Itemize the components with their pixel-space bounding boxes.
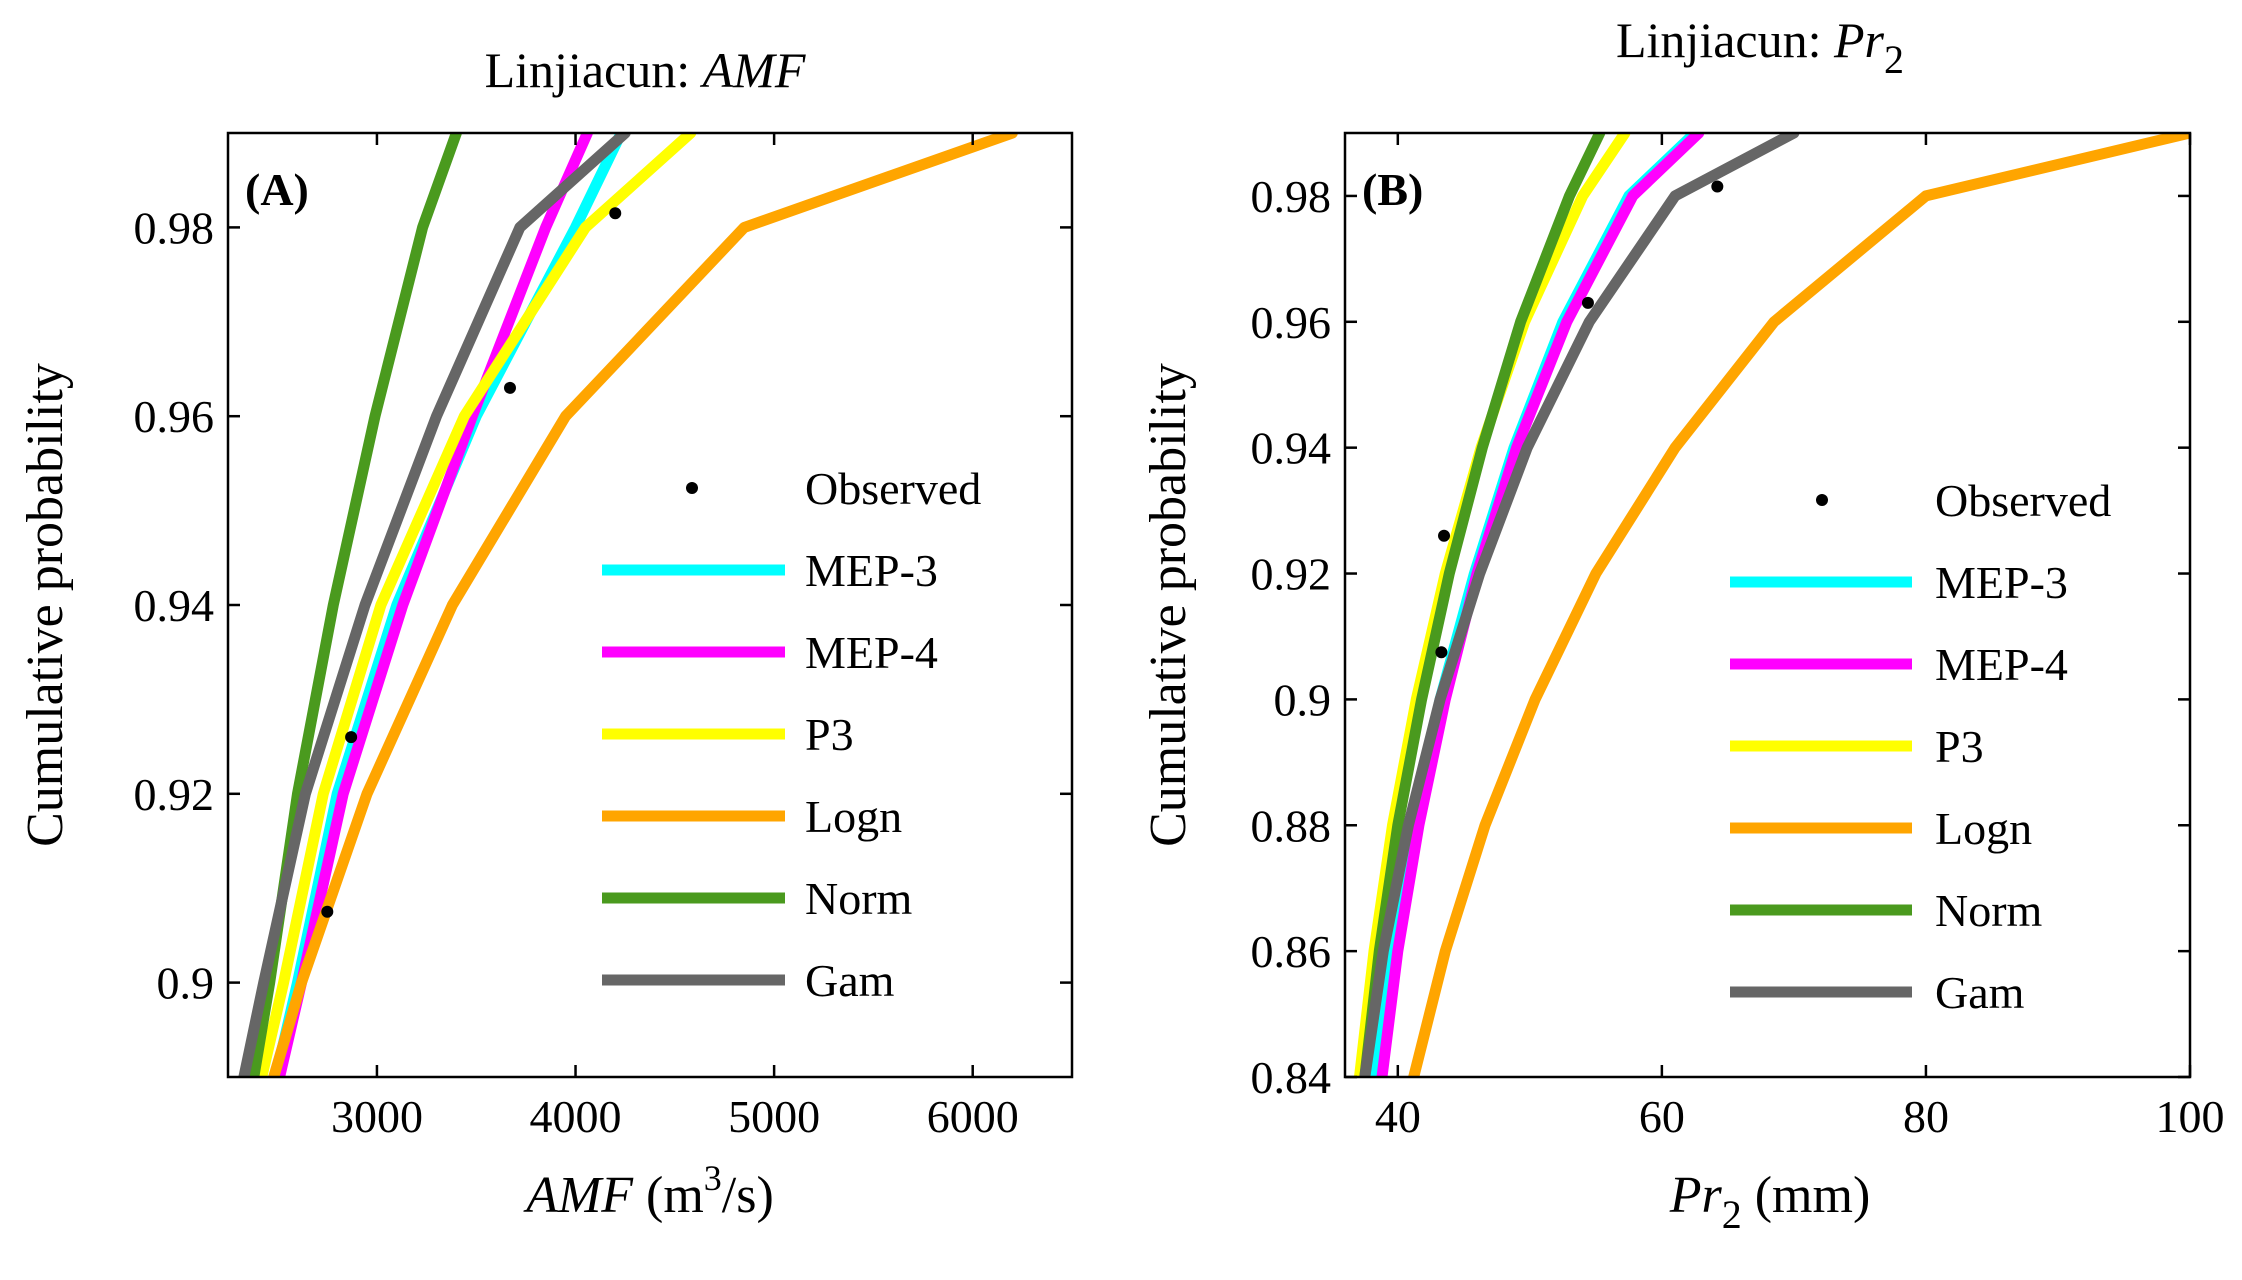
legend-label-logn: Logn: [1935, 803, 2032, 854]
observed-points: [321, 207, 622, 918]
chart-title: Linjiacun: Pr2: [1616, 12, 1904, 82]
y-axis-label: Cumulative probability: [17, 363, 74, 847]
axes-box: [1343, 131, 2192, 1079]
legend: Observed MEP-3 MEP-4 P3 Logn Norm Gam: [1730, 475, 2111, 1018]
x-tick-label: 60: [1639, 1091, 1685, 1142]
legend-label-gam: Gam: [805, 955, 895, 1006]
legend-marker-observed: [686, 482, 698, 494]
title-subscript: 2: [1884, 37, 1904, 82]
y-tick-label: 0.96: [1251, 297, 1332, 348]
x-label-superscript: 3: [704, 1158, 722, 1198]
y-tick-label: 0.92: [1251, 549, 1332, 600]
legend-label-mep-3: MEP-3: [1935, 557, 2068, 608]
x-tick-label: 80: [1903, 1091, 1949, 1142]
chart-title: Linjiacun: AMF: [485, 42, 806, 98]
legend-label-norm: Norm: [805, 873, 913, 924]
y-tick-label: 0.84: [1251, 1052, 1332, 1103]
panel-a: 3000 4000 5000 6000 0.9 0.92 0.94 0.96 0.98 (A) Li…: [17, 42, 1074, 1224]
series-line-gam: [1359, 133, 1800, 1077]
series-line-logn: [268, 133, 1018, 1077]
y-tick-label: 0.94: [1251, 423, 1332, 474]
y-tick-label: 0.96: [134, 391, 215, 442]
title-text: Linjiacun:: [1616, 12, 1834, 68]
panel-label: (B): [1362, 164, 1423, 215]
title-variable: Pr: [1833, 12, 1885, 68]
series-line-norm: [1359, 133, 1606, 1077]
series-line-mep-4: [274, 133, 593, 1077]
legend-label-p3: P3: [1935, 721, 1984, 772]
y-tick-label: 0.98: [134, 202, 215, 253]
y-tick-label: 0.9: [1274, 674, 1332, 725]
panel-b: 40 60 80 100 0.84 0.86 0.88 0.9 0.92 0.94 0.96 0.98…: [1140, 12, 2225, 1237]
x-label-variable: AMF: [523, 1167, 634, 1224]
panel-label: (A): [245, 164, 309, 215]
y-tick-label: 0.88: [1251, 800, 1332, 851]
observed-points: [1435, 180, 1724, 659]
x-tick-label: 4000: [530, 1091, 622, 1142]
title-text: Linjiacun:: [485, 42, 703, 98]
y-axis-label: Cumulative probability: [1140, 363, 1197, 847]
observed-point: [1711, 180, 1724, 193]
observed-point: [321, 905, 334, 918]
curves: [1354, 133, 2190, 1077]
x-label-variable: Pr: [1669, 1167, 1723, 1224]
axes-box: [226, 131, 1074, 1079]
x-tick-label: 40: [1375, 1091, 1421, 1142]
legend-label-mep-4: MEP-4: [1935, 639, 2068, 690]
legend-label-mep-4: MEP-4: [805, 627, 938, 678]
x-label-subscript: 2: [1722, 1192, 1742, 1237]
x-label-unit-end: /s): [722, 1167, 774, 1224]
legend: Observed MEP-3 MEP-4 P3 Logn Norm Gam: [602, 463, 981, 1006]
series-line-norm: [248, 133, 462, 1077]
legend-label-logn: Logn: [805, 791, 902, 842]
legend-label-observed: Observed: [805, 463, 981, 514]
curves: [238, 133, 1018, 1077]
series-line-p3: [256, 133, 697, 1077]
legend-label-mep-3: MEP-3: [805, 545, 938, 596]
observed-point: [1581, 296, 1594, 309]
y-tick-label: 0.9: [157, 958, 215, 1009]
legend-label-gam: Gam: [1935, 967, 2025, 1018]
legend-marker-observed: [1816, 494, 1828, 506]
x-tick-label: 6000: [927, 1091, 1019, 1142]
observed-point: [1438, 529, 1451, 542]
legend-label-p3: P3: [805, 709, 854, 760]
y-tick-label: 0.92: [134, 769, 215, 820]
observed-point: [609, 207, 622, 220]
observed-point: [503, 381, 516, 394]
title-variable: AMF: [700, 42, 806, 98]
y-tick-label: 0.94: [134, 580, 215, 631]
legend-label-observed: Observed: [1935, 475, 2111, 526]
x-axis-label: Pr2 (mm): [1669, 1167, 1871, 1237]
x-tick-label: 5000: [728, 1091, 820, 1142]
x-tick-label: 100: [2156, 1091, 2225, 1142]
observed-point: [1435, 646, 1448, 659]
y-tick-label: 0.86: [1251, 926, 1332, 977]
legend-label-norm: Norm: [1935, 885, 2043, 936]
x-label-unit: (m: [633, 1167, 704, 1224]
y-tick-label: 0.98: [1251, 171, 1332, 222]
x-tick-label: 3000: [331, 1091, 423, 1142]
series-line-logn: [1408, 133, 2190, 1077]
series-line-gam: [238, 133, 631, 1077]
x-label-unit: (mm): [1742, 1167, 1871, 1224]
observed-point: [345, 731, 358, 744]
x-axis-label: AMF (m3/s): [523, 1158, 774, 1224]
